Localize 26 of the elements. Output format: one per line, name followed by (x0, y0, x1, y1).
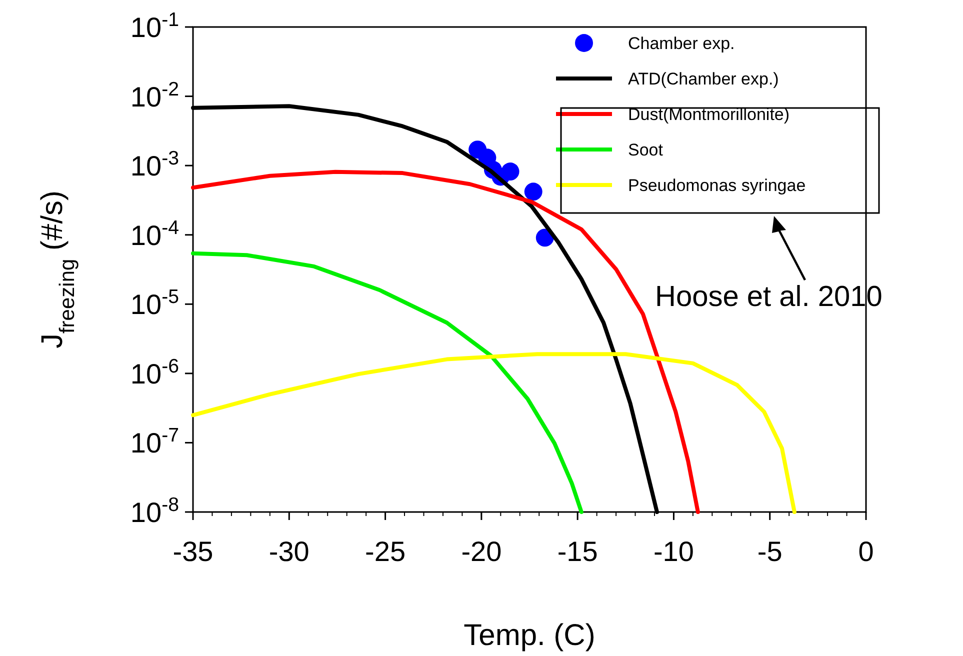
x-tick-label: -5 (757, 536, 782, 567)
line-series (191, 251, 584, 514)
x-tick-label: -25 (365, 536, 406, 567)
legend-label: Pseudomonas syringae (628, 176, 806, 195)
line-series (191, 352, 796, 514)
x-tick-label: -35 (172, 536, 214, 567)
y-tick-label: 10$^{-4}$ (130, 216, 180, 251)
y-tick-label: 10$^{-1}$ (130, 9, 179, 43)
x-tick-label: -10 (653, 536, 694, 567)
y-tick-label: 10$^{-2}$ (130, 78, 179, 112)
legend-label: ATD(Chamber exp.) (628, 70, 779, 88)
x-tick-label: -30 (268, 536, 310, 567)
y-tick-label: 10$^{-6}$ (130, 355, 180, 390)
x-tick-label: -15 (557, 536, 598, 567)
y-tick-label: 10$^{-5}$ (130, 286, 180, 320)
x-tick-label: -20 (461, 536, 502, 567)
point (501, 162, 520, 181)
y-tick-label: 10$^{-3}$ (130, 148, 180, 182)
point (524, 182, 542, 201)
legend-label: Dust(Montmorillonite) (628, 105, 790, 124)
legend-label: Chamber exp. (628, 34, 735, 53)
legend-label: Soot (628, 140, 664, 160)
x-tick-label: 0 (858, 536, 874, 567)
y-tick-label: 10$^{-8}$ (130, 494, 180, 528)
x-axis-title: Temp. (C) (464, 619, 596, 652)
y-tick-label: 10$^{-7}$ (130, 424, 179, 459)
